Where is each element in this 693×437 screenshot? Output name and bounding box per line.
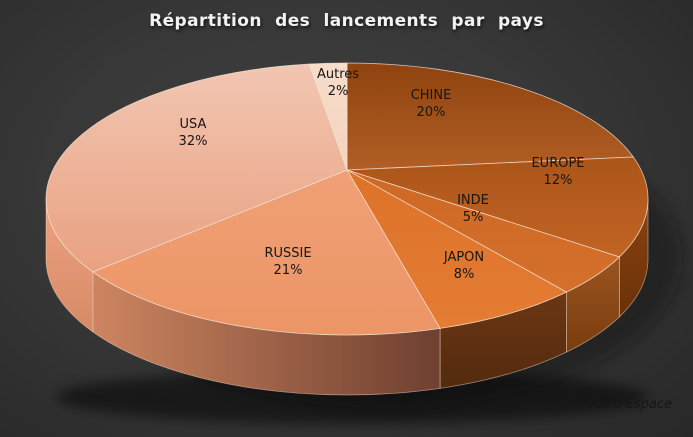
pie-label-percent: 32% xyxy=(179,134,208,149)
pie-label-name: RUSSIE xyxy=(264,246,311,261)
pie-slice-japon xyxy=(346,169,567,329)
pie-label-name: INDE xyxy=(457,193,489,208)
pie-label-percent: 8% xyxy=(454,267,475,282)
watermark-credit: © Rêves d'Espace xyxy=(553,397,672,412)
pie-label-name: EUROPE xyxy=(531,156,584,171)
pie-label-name: CHINE xyxy=(411,88,452,103)
pie-ground-shadow xyxy=(56,370,648,424)
chart-title: Répartition des lancements par pays xyxy=(149,11,544,31)
pie-slice-autres xyxy=(308,62,348,171)
pie-slice-usa xyxy=(45,63,348,273)
pie-label-inde: INDE 5% xyxy=(457,193,489,225)
pie-label-japon: JAPON 8% xyxy=(443,250,484,282)
pie-label-percent: 2% xyxy=(328,84,349,99)
pie-label-name: JAPON xyxy=(443,250,484,265)
pie-label-autres: Autres 2% xyxy=(317,67,359,99)
pie-label-percent: 21% xyxy=(274,263,303,278)
pie-label-europe: EUROPE 12% xyxy=(531,156,584,188)
pie-label-name: Autres xyxy=(317,67,359,82)
pie-label-percent: 5% xyxy=(463,210,484,225)
pie-slice-russie xyxy=(92,169,441,336)
pie-slice-europe xyxy=(346,156,649,258)
pie-label-usa: USA 32% xyxy=(179,117,208,149)
pie-label-percent: 20% xyxy=(417,105,446,120)
pie-label-russie: RUSSIE 21% xyxy=(264,246,311,278)
pie-slice-chine xyxy=(346,62,634,171)
pie-label-chine: CHINE 20% xyxy=(411,88,452,120)
pie-label-percent: 12% xyxy=(544,173,573,188)
pie-label-name: USA xyxy=(180,117,207,132)
